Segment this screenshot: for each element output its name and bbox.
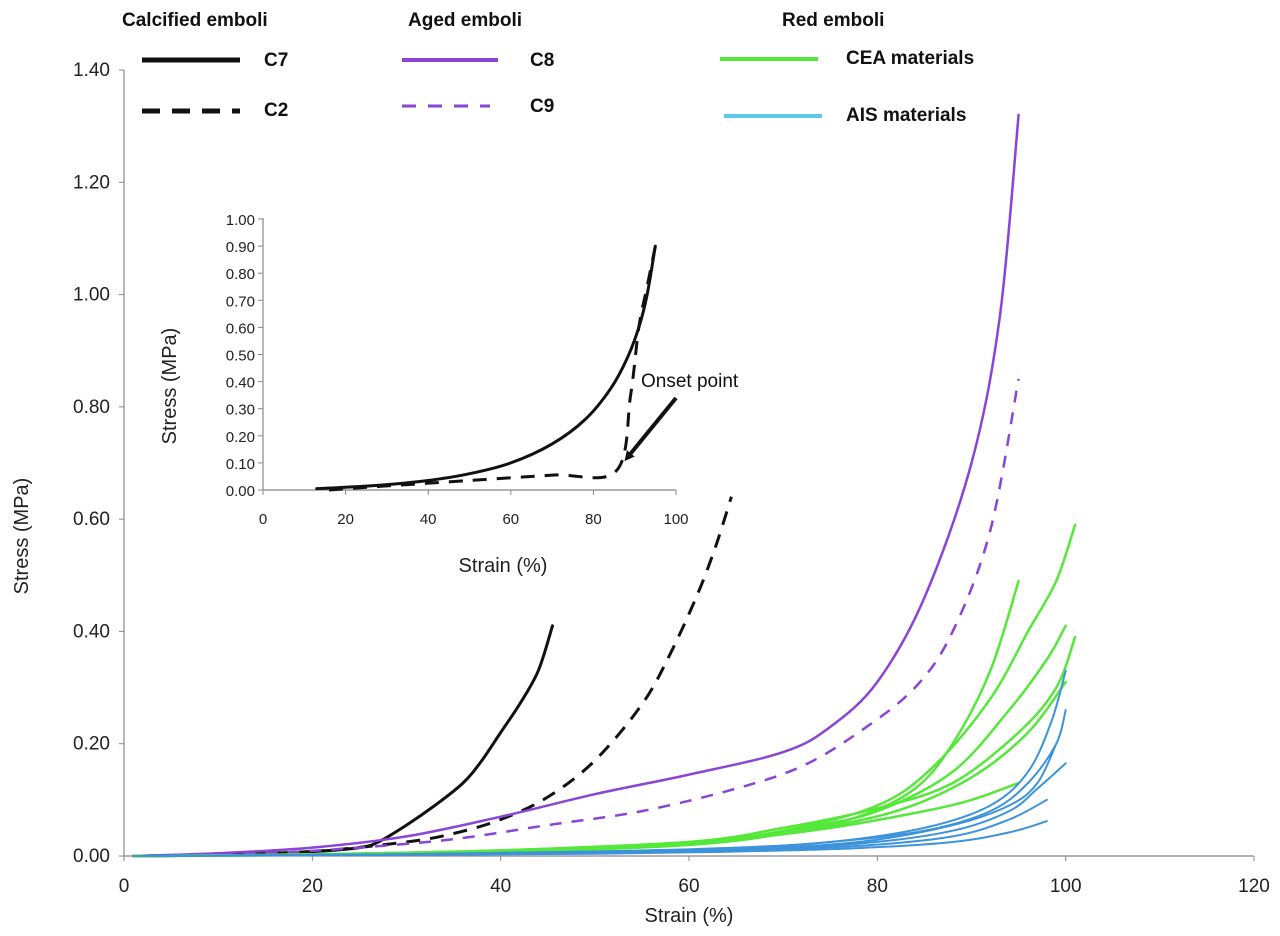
legend-label-c2: C2	[264, 100, 288, 121]
main-series-ais-6	[132, 820, 1048, 857]
inset-y-tick-label: 0.10	[226, 456, 255, 473]
main-y-tick-label: 0.80	[73, 397, 110, 418]
main-y-tick-label: 1.00	[73, 285, 110, 306]
main-y-tick-label: 0.60	[73, 509, 110, 530]
inset-x-tick-label: 80	[585, 511, 602, 528]
main-y-tick-label: 1.40	[73, 60, 110, 81]
main-x-tick-label: 20	[302, 876, 323, 897]
main-series-c7	[131, 624, 554, 858]
inset-x-tick-label: 0	[259, 511, 267, 528]
main-series	[131, 113, 1077, 858]
main-x-tick-label: 80	[867, 876, 888, 897]
legend-label-c7: C7	[264, 50, 288, 71]
inset-x-tick-label: 100	[663, 511, 688, 528]
inset-chart: 0 20 40 60 80 100 0.00 0.10 0.20 0.30 0.40 0.50 0.60…	[159, 212, 739, 577]
inset-y-tick-label: 0.20	[226, 429, 255, 446]
inset-y-tick-label: 0.50	[226, 348, 255, 365]
inset-x-tick-label: 60	[502, 511, 519, 528]
inset-y-tick-label: 0.60	[226, 320, 255, 337]
inset-x-tick-label: 40	[420, 511, 437, 528]
main-y-tick-label: 1.20	[73, 172, 110, 193]
onset-arrow	[624, 396, 678, 462]
inset-series-dashed-curve	[328, 245, 657, 492]
main-x-tick-label: 40	[490, 876, 511, 897]
main-x-tick-label: 0	[119, 876, 130, 897]
inset-x-axis-title: Strain (%)	[459, 555, 548, 577]
inset-y-tick-label: 0.30	[226, 402, 255, 419]
legend-label-c8: C8	[530, 50, 554, 71]
main-series-c8	[132, 113, 1020, 858]
inset-y-tick-label: 0.70	[226, 293, 255, 310]
main-x-tick-label: 100	[1050, 876, 1082, 897]
inset-y-tick-label: 0.40	[226, 375, 255, 392]
legend-group-title-aged: Aged emboli	[408, 10, 522, 31]
main-series-c9	[133, 378, 1020, 858]
main-x-tick-label: 60	[678, 876, 699, 897]
legend: Calcified emboli Aged emboli Red emboli …	[122, 10, 974, 126]
legend-label-cea: CEA materials	[846, 48, 974, 69]
main-series-ais-1	[132, 669, 1067, 857]
inset-series-solid-curve	[315, 244, 657, 491]
legend-label-ais: AIS materials	[846, 105, 966, 126]
inset-y-tick-label: 0.00	[226, 483, 255, 500]
inset-ticks: 0 20 40 60 80 100 0.00 0.10 0.20 0.30 0.40 0.50 0.60…	[226, 212, 689, 528]
main-series-ais-3	[132, 742, 1058, 857]
main-x-tick-label: 120	[1238, 876, 1270, 897]
onset-point-label: Onset point	[641, 371, 739, 392]
main-series-c2	[142, 496, 733, 858]
main-x-axis-title: Strain (%)	[645, 905, 734, 927]
legend-group-title-calcified: Calcified emboli	[122, 10, 268, 31]
main-series-ais-2	[132, 709, 1067, 857]
inset-y-tick-label: 1.00	[226, 212, 255, 229]
main-y-tick-label: 0.20	[73, 734, 110, 755]
main-ticks: 0 20 40 60 80 100 120 0.00 0.20 0.40 0.60 0.80 1.00 1…	[73, 60, 1270, 897]
main-y-axis-title: Stress (MPa)	[11, 478, 33, 595]
inset-y-tick-label: 0.80	[226, 266, 255, 283]
legend-label-c9: C9	[530, 96, 554, 117]
inset-x-tick-label: 20	[337, 511, 354, 528]
main-axes: 0 20 40 60 80 100 120 0.00 0.20 0.40 0.60 0.80 1.00 1…	[11, 60, 1270, 927]
main-series-cea-3	[132, 624, 1067, 858]
main-y-tick-label: 0.00	[73, 846, 110, 867]
main-y-tick-label: 0.40	[73, 621, 110, 642]
legend-group-title-red: Red emboli	[782, 10, 884, 31]
main-series-cea-4	[132, 635, 1077, 858]
inset-y-tick-label: 0.90	[226, 239, 255, 256]
main-series-cea-6	[132, 781, 1020, 858]
inset-series	[315, 244, 657, 492]
inset-y-axis-title: Stress (MPa)	[159, 328, 181, 445]
